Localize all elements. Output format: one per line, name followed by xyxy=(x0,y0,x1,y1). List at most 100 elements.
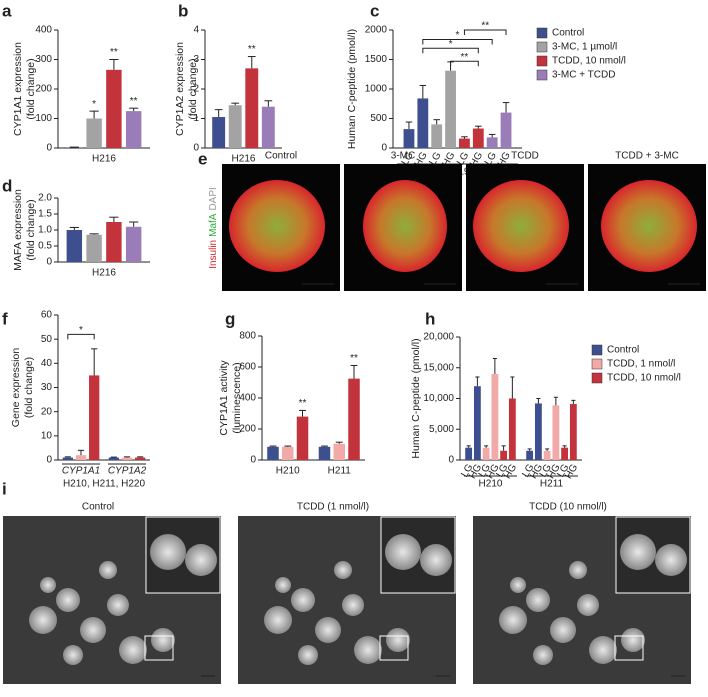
y-tick-label: 1 xyxy=(193,113,199,124)
image-label: Control xyxy=(82,502,114,513)
y-tick-label: 30 xyxy=(41,382,53,393)
organoid xyxy=(264,606,292,634)
x-group-label: H210 xyxy=(479,479,503,490)
organoid-zoom xyxy=(655,544,687,576)
organoid xyxy=(342,594,364,616)
bar xyxy=(62,457,73,460)
organoid xyxy=(151,628,175,652)
y-tick-label: 3 xyxy=(193,54,199,65)
significance: ** xyxy=(299,398,307,409)
bar xyxy=(66,230,83,262)
organoid xyxy=(589,636,617,664)
image-label: Control xyxy=(265,151,297,162)
y-tick-label: 2.0 xyxy=(38,193,52,204)
panel-letter: c xyxy=(370,1,379,20)
y-tick-label: 100 xyxy=(35,113,52,124)
islet xyxy=(229,180,325,272)
organoid xyxy=(315,617,341,643)
y-tick-label: 0 xyxy=(381,143,387,154)
x-group-label: H216 xyxy=(232,154,256,165)
inset-box xyxy=(614,635,644,661)
legend-label: TCDD, 1 nmol/l xyxy=(607,359,675,370)
organoid xyxy=(29,606,57,634)
legend-label: Control xyxy=(607,345,639,356)
bar xyxy=(561,447,569,460)
bar xyxy=(569,404,577,460)
legend-swatch xyxy=(591,344,603,356)
y-axis-label: Gene expression xyxy=(10,348,22,428)
y-tick-label: 2000 xyxy=(365,25,388,36)
image-label: TCDD (10 nmol/l) xyxy=(529,502,607,513)
significance: * xyxy=(92,99,96,110)
stain-word: DAPI xyxy=(208,187,219,210)
bar xyxy=(125,111,142,148)
panel-letter: h xyxy=(425,309,435,328)
image-label: 3-MC xyxy=(391,151,415,162)
bar xyxy=(526,450,534,460)
significance-bracket xyxy=(463,29,507,35)
bar xyxy=(552,405,560,460)
bar xyxy=(465,447,473,460)
stain-word: Insulin xyxy=(208,240,219,269)
y-tick-label: 800 xyxy=(239,331,256,342)
y-axis-label: (fold change) xyxy=(187,58,199,119)
panel-letter: d xyxy=(2,176,12,195)
bar xyxy=(482,447,490,460)
islet xyxy=(601,180,697,272)
legend-swatch xyxy=(536,69,548,81)
bar xyxy=(333,443,346,460)
significance: ** xyxy=(248,44,256,55)
y-tick-label: 10,000 xyxy=(423,393,454,404)
bar xyxy=(472,128,484,148)
y-axis-label: MAFA expression xyxy=(12,189,24,271)
y-axis-label: CYP1A1 expression xyxy=(12,42,24,136)
significance: ** xyxy=(130,96,138,107)
organoid xyxy=(40,577,56,593)
y-tick-label: 1500 xyxy=(365,54,388,65)
bar xyxy=(348,378,360,460)
y-tick-label: 60 xyxy=(41,310,53,321)
y-axis-label: Human C-peptide (pmol/l) xyxy=(410,338,422,458)
panel-letter: a xyxy=(2,1,12,20)
bar xyxy=(473,386,481,460)
organoid xyxy=(621,628,645,652)
legend-swatch xyxy=(536,27,548,39)
bar xyxy=(431,124,443,148)
bar xyxy=(228,105,242,148)
y-tick-label: 15,000 xyxy=(423,362,454,373)
bar xyxy=(486,137,498,148)
organoid xyxy=(550,617,576,643)
bar xyxy=(106,222,122,262)
y-tick-label: 300 xyxy=(35,54,52,65)
panel-letter: e xyxy=(198,149,207,168)
significance: ** xyxy=(481,21,489,32)
organoid xyxy=(577,594,599,616)
organoid xyxy=(533,645,553,665)
organoid xyxy=(119,636,147,664)
legend-label: TCDD, 10 nmol/l xyxy=(552,56,626,67)
bar xyxy=(108,457,119,460)
organoid-zoom xyxy=(185,544,217,576)
organoid xyxy=(510,577,526,593)
bar xyxy=(121,457,133,460)
bar xyxy=(245,68,259,148)
y-tick-label: 20,000 xyxy=(423,332,454,343)
y-axis-label: Human C-peptide (pmol/l) xyxy=(346,29,358,149)
organoid xyxy=(80,617,106,643)
y-tick-label: 10 xyxy=(41,430,53,441)
x-group-label: H216 xyxy=(92,268,116,279)
panel-letter: g xyxy=(225,309,235,328)
bar xyxy=(508,398,516,460)
organoid xyxy=(99,561,117,579)
x-group-label: CYP1A2 xyxy=(108,466,147,477)
bar xyxy=(212,117,226,148)
x-group-label: H211 xyxy=(328,466,352,477)
legend-swatch xyxy=(591,358,603,370)
organoid-zoom xyxy=(150,534,186,570)
legend-label: Control xyxy=(552,28,584,39)
bar xyxy=(491,373,499,460)
y-axis-label: CYP1A2 expression xyxy=(174,42,186,136)
organoid xyxy=(56,588,80,612)
y-tick-label: 400 xyxy=(239,393,256,404)
